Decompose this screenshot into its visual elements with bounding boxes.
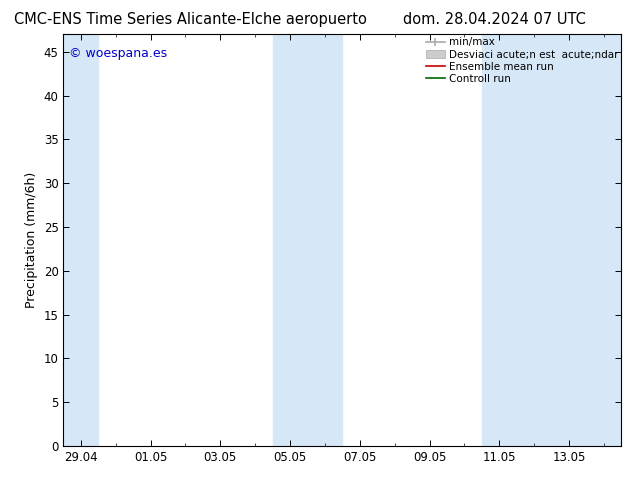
Y-axis label: Precipitation (mm/6h): Precipitation (mm/6h): [25, 172, 38, 308]
Text: dom. 28.04.2024 07 UTC: dom. 28.04.2024 07 UTC: [403, 12, 586, 27]
Legend: min/max, Desviaci acute;n est  acute;ndar, Ensemble mean run, Controll run: min/max, Desviaci acute;n est acute;ndar…: [426, 37, 618, 84]
Text: CMC-ENS Time Series Alicante-Elche aeropuerto: CMC-ENS Time Series Alicante-Elche aerop…: [14, 12, 366, 27]
Bar: [273, 34, 342, 446]
Bar: [482, 34, 621, 446]
Bar: [63, 34, 98, 446]
Text: © woespana.es: © woespana.es: [69, 47, 167, 60]
